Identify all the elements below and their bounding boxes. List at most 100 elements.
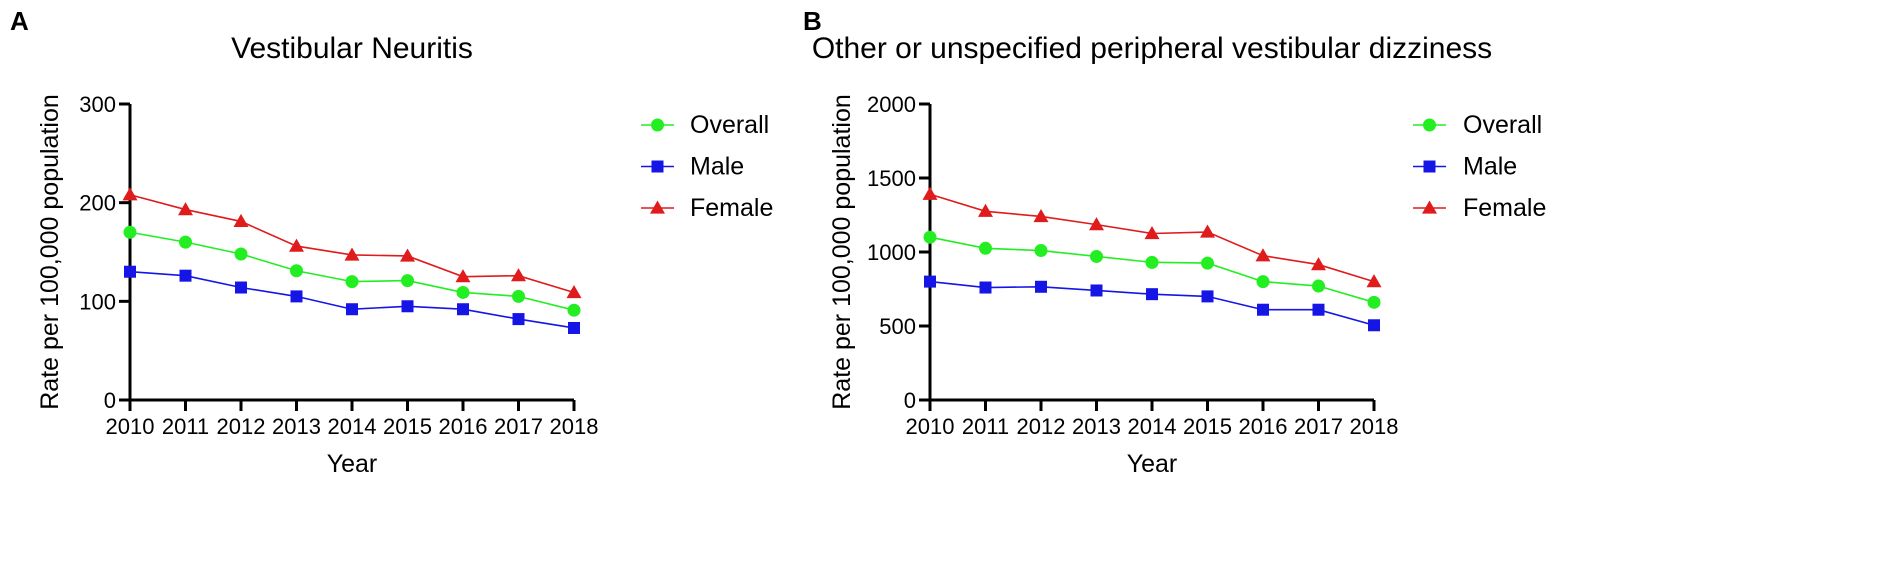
x-tick-label: 2011 bbox=[162, 414, 209, 439]
panel-letter: B bbox=[803, 6, 822, 36]
legend-label: Overall bbox=[690, 111, 769, 139]
data-point-female bbox=[122, 187, 138, 201]
data-point-male bbox=[1257, 303, 1269, 316]
data-point-overall bbox=[290, 264, 303, 278]
data-point-overall bbox=[345, 275, 359, 289]
data-point-male bbox=[1035, 280, 1047, 293]
data-point-overall bbox=[401, 274, 414, 288]
data-point-overall bbox=[1367, 295, 1381, 309]
legend-marker bbox=[1423, 118, 1436, 132]
data-point-male bbox=[512, 313, 525, 326]
panel-a-chart: A Vestibular Neuritis 0 100 200 300 2010 2011 20… bbox=[10, 6, 773, 478]
data-point-male bbox=[124, 265, 136, 278]
data-point-overall bbox=[923, 230, 937, 244]
y-tick-label: 1000 bbox=[867, 240, 916, 265]
y-axis-label: Rate per 100,000 population bbox=[828, 94, 856, 410]
data-point-female bbox=[1033, 208, 1049, 223]
legend-label: Female bbox=[690, 194, 773, 222]
data-point-female bbox=[1089, 217, 1104, 231]
x-tick-label: 2015 bbox=[383, 414, 432, 439]
x-tick-label: 2018 bbox=[1350, 414, 1399, 439]
x-axis-label: Year bbox=[327, 450, 378, 478]
y-axis-label: Rate per 100,000 population bbox=[36, 94, 64, 410]
panel-letter: A bbox=[10, 6, 29, 36]
data-point-male bbox=[179, 269, 192, 282]
data-point-female bbox=[1366, 274, 1382, 288]
x-tick-label: 2010 bbox=[906, 414, 955, 439]
legend-marker bbox=[650, 200, 665, 214]
y-tick-label: 0 bbox=[904, 388, 916, 413]
data-point-overall bbox=[1201, 256, 1214, 270]
data-point-male bbox=[457, 303, 469, 316]
data-point-male bbox=[924, 275, 936, 288]
legend-marker bbox=[1422, 200, 1437, 214]
legend-label: Male bbox=[1463, 153, 1517, 181]
data-point-overall bbox=[1256, 275, 1270, 289]
x-tick-label: 2017 bbox=[1294, 414, 1343, 439]
x-tick-label: 2016 bbox=[439, 414, 488, 439]
data-point-overall bbox=[1145, 255, 1159, 269]
data-point-female bbox=[922, 186, 938, 200]
x-tick-label: 2012 bbox=[217, 414, 266, 439]
data-point-male bbox=[1146, 288, 1158, 301]
x-tick-label: 2014 bbox=[1128, 414, 1177, 439]
y-tick-label: 0 bbox=[104, 388, 116, 413]
data-point-male bbox=[979, 281, 992, 294]
chart-title: Vestibular Neuritis bbox=[231, 32, 473, 65]
x-tick-label: 2017 bbox=[494, 414, 543, 439]
x-tick-label: 2015 bbox=[1183, 414, 1232, 439]
data-point-overall bbox=[1034, 244, 1048, 258]
x-tick-label: 2013 bbox=[1072, 414, 1121, 439]
data-point-overall bbox=[567, 303, 581, 317]
x-tick-label: 2012 bbox=[1017, 414, 1066, 439]
data-point-female bbox=[978, 203, 993, 217]
data-point-female bbox=[1255, 248, 1271, 262]
data-point-overall bbox=[234, 247, 248, 261]
data-point-overall bbox=[1312, 279, 1325, 293]
data-point-male bbox=[1368, 319, 1380, 332]
data-point-overall bbox=[179, 235, 192, 249]
data-point-overall bbox=[979, 241, 992, 255]
x-tick-label: 2011 bbox=[962, 414, 1009, 439]
y-tick-label: 2000 bbox=[867, 92, 916, 117]
y-tick-label: 1500 bbox=[867, 166, 916, 191]
legend-label: Female bbox=[1463, 194, 1546, 222]
data-point-male bbox=[235, 281, 247, 294]
data-point-female bbox=[511, 268, 526, 282]
data-point-overall bbox=[456, 285, 470, 299]
y-tick-label: 300 bbox=[79, 92, 116, 117]
data-point-overall bbox=[1090, 249, 1103, 263]
legend-marker bbox=[1423, 160, 1436, 173]
x-tick-label: 2013 bbox=[272, 414, 321, 439]
legend-label: Male bbox=[690, 153, 744, 181]
series-line-male bbox=[929, 280, 1375, 327]
data-point-male bbox=[346, 303, 358, 316]
x-tick-label: 2016 bbox=[1239, 414, 1288, 439]
x-tick-label: 2014 bbox=[328, 414, 377, 439]
data-point-male bbox=[568, 321, 580, 334]
legend-label: Overall bbox=[1463, 111, 1542, 139]
legend-marker bbox=[651, 118, 664, 132]
data-point-overall bbox=[123, 225, 137, 239]
data-point-male bbox=[290, 290, 303, 303]
data-point-male bbox=[1201, 290, 1214, 303]
y-tick-label: 200 bbox=[79, 191, 116, 216]
data-point-female bbox=[566, 284, 582, 299]
data-point-female bbox=[178, 202, 193, 216]
x-axis-label: Year bbox=[1127, 450, 1178, 478]
y-tick-label: 100 bbox=[79, 289, 116, 314]
series-line-overall bbox=[129, 231, 575, 311]
data-point-female bbox=[1311, 257, 1326, 271]
data-point-female bbox=[1144, 226, 1160, 240]
y-tick-label: 500 bbox=[879, 314, 916, 339]
legend-marker bbox=[651, 160, 664, 173]
x-tick-label: 2018 bbox=[550, 414, 599, 439]
chart-title: Other or unspecified peripheral vestibul… bbox=[812, 32, 1492, 65]
data-point-female bbox=[400, 248, 415, 262]
data-point-female bbox=[455, 269, 471, 283]
data-point-female bbox=[1200, 224, 1215, 238]
data-point-male bbox=[1090, 284, 1103, 297]
data-point-female bbox=[289, 238, 304, 252]
